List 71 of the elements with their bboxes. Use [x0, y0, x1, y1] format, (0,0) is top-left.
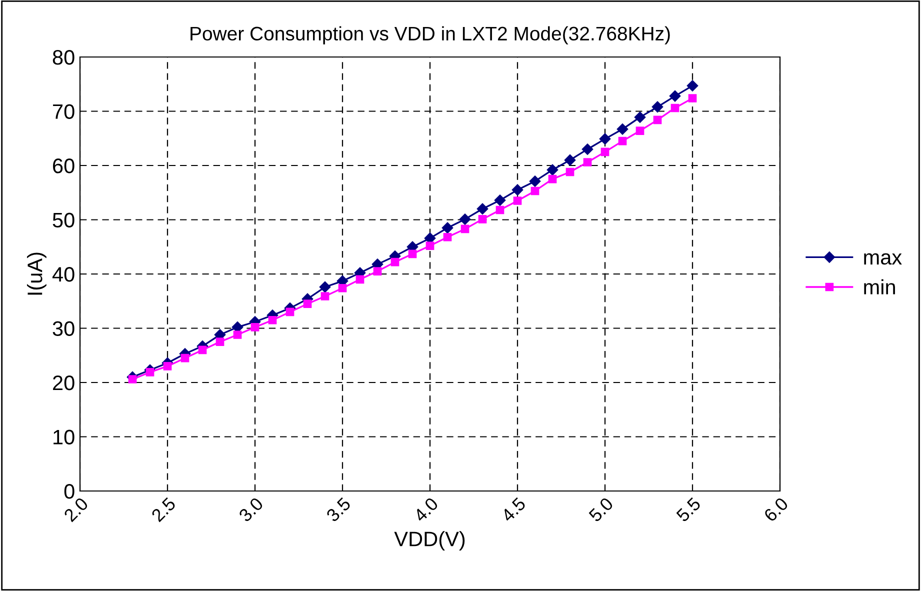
point — [233, 330, 242, 339]
point — [669, 90, 681, 102]
point — [390, 258, 400, 266]
y-tick-label: 40 — [52, 267, 74, 282]
point — [356, 275, 364, 284]
point — [583, 158, 592, 166]
point — [636, 126, 644, 135]
y-tick-label: 50 — [52, 212, 74, 228]
point — [198, 346, 207, 354]
point — [373, 267, 382, 276]
point — [618, 136, 627, 146]
point — [459, 214, 471, 225]
point — [688, 94, 697, 102]
x-tick-label: 3.5 — [326, 496, 352, 522]
point — [216, 338, 224, 346]
point — [634, 112, 646, 123]
point — [338, 284, 347, 292]
chart-title: Power Consumption vs VDD in LXT2 Mode(32.768KHz) — [190, 26, 670, 44]
point — [442, 222, 454, 234]
point — [443, 232, 452, 242]
point — [250, 323, 260, 332]
point — [513, 196, 522, 205]
point — [146, 368, 154, 376]
point — [478, 215, 487, 224]
point — [460, 224, 470, 234]
point — [599, 133, 611, 145]
point — [616, 124, 628, 135]
x-tick-label: 6.0 — [763, 496, 789, 522]
y-tick-label: 10 — [54, 430, 74, 445]
x-axis-title: VDD(V) — [394, 531, 465, 550]
point — [180, 354, 190, 362]
x-tick-label: 5.5 — [676, 496, 702, 522]
point — [548, 174, 557, 184]
y-tick-label: 20 — [53, 376, 74, 390]
legend-label: min — [864, 279, 895, 294]
point — [546, 164, 558, 176]
point — [529, 176, 541, 187]
point — [476, 203, 488, 215]
point — [686, 80, 698, 92]
point — [320, 292, 330, 300]
y-axis-title: I(uA) — [26, 252, 46, 295]
point — [600, 148, 610, 156]
y-tick-label: 0 — [64, 484, 74, 499]
x-tick-label: 4.5 — [500, 496, 526, 523]
point — [582, 144, 594, 155]
legend-label: max — [864, 253, 902, 265]
point — [653, 116, 662, 124]
point — [268, 316, 277, 324]
x-tick-label: 3.0 — [238, 496, 264, 522]
point — [496, 206, 504, 214]
y-tick-label: 80 — [52, 50, 74, 65]
point — [408, 250, 417, 258]
point — [286, 308, 294, 316]
point — [494, 194, 506, 206]
x-tick-label: 4.0 — [412, 496, 439, 523]
y-tick-label: 70 — [53, 104, 74, 120]
point — [319, 281, 331, 293]
point — [303, 300, 312, 308]
x-tick-label: 5.0 — [588, 496, 614, 522]
point — [512, 184, 524, 196]
point — [564, 154, 576, 166]
point — [530, 186, 540, 196]
point — [670, 104, 680, 112]
point — [128, 375, 137, 384]
point — [566, 168, 574, 176]
y-tick-label: 30 — [52, 321, 74, 336]
point — [163, 362, 172, 370]
point — [652, 101, 664, 113]
x-tick-label: 2.5 — [150, 496, 176, 522]
y-tick-label: 60 — [53, 158, 74, 174]
point — [426, 242, 434, 250]
